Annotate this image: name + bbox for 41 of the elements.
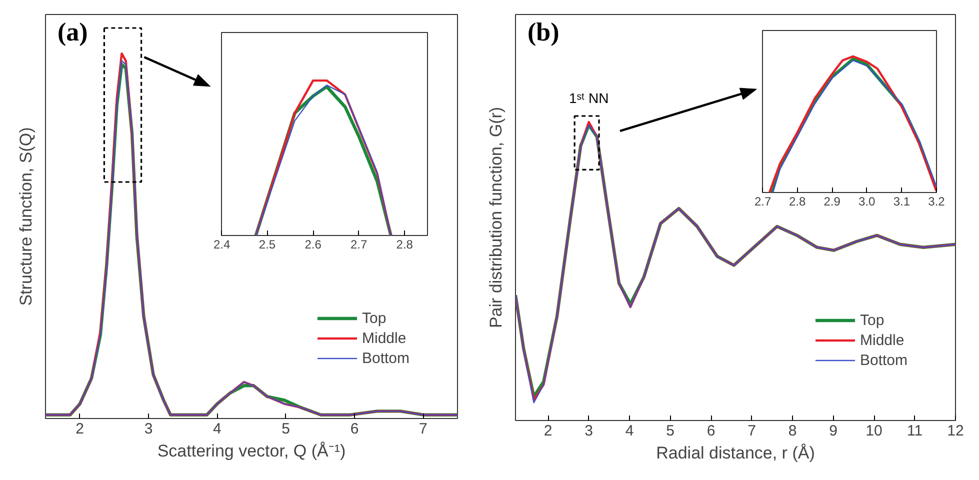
legend-label: Bottom (362, 348, 410, 368)
x-tick-label: 2.9 (824, 194, 841, 208)
x-tick-label: 3.2 (928, 194, 946, 208)
text: 1ˢᵗ NN (568, 90, 609, 106)
legend-label: Bottom (860, 350, 908, 370)
x-tick-label: 12 (947, 422, 964, 440)
legend-label: Top (362, 308, 386, 328)
x-tick-label: 7 (748, 422, 756, 440)
y-axis-title: Pair distribution function, G(r) (486, 106, 506, 328)
x-tick-label: 4 (212, 420, 222, 438)
x-tick-label: 2.4 (214, 238, 231, 252)
x-tick-label: 11 (906, 422, 923, 440)
x-tick-label: 2.8 (788, 194, 806, 208)
x-tick-label: 5 (666, 422, 674, 440)
x-tick-label: 2.7 (350, 238, 368, 252)
x-tick-label: 2.7 (754, 194, 772, 208)
legend-label: Top (860, 310, 884, 330)
x-tick-label: 10 (866, 422, 882, 440)
x-tick-label: 3 (144, 420, 153, 438)
x-tick-label: 2.8 (396, 238, 414, 252)
text: (a) (58, 18, 88, 46)
x-tick-label: 3 (584, 422, 594, 440)
x-tick-label: 4 (625, 422, 634, 440)
x-axis-title: Radial distance, r (Å) (656, 444, 815, 462)
legend-label: Middle (860, 330, 904, 350)
x-tick-label: 2.5 (258, 238, 276, 252)
x-tick-label: 7 (418, 420, 428, 438)
x-tick-label: 2 (544, 422, 552, 440)
x-tick-label: 6 (706, 422, 716, 440)
x-axis-title: Scattering vector, Q (Å⁻¹) (157, 442, 346, 460)
x-tick-label: 6 (350, 420, 359, 438)
x-tick-label: 9 (829, 422, 838, 440)
y-axis-title: Structure function, S(Q) (16, 127, 36, 306)
text: (b) (528, 18, 560, 46)
x-tick-label: 8 (788, 422, 797, 440)
x-tick-label: 2.6 (304, 238, 322, 252)
x-tick-label: 3.0 (858, 194, 876, 208)
legend-label: Middle (362, 328, 406, 348)
x-tick-label: 5 (282, 420, 290, 438)
x-tick-label: 2 (76, 420, 84, 438)
x-tick-label: 3.1 (893, 194, 910, 208)
